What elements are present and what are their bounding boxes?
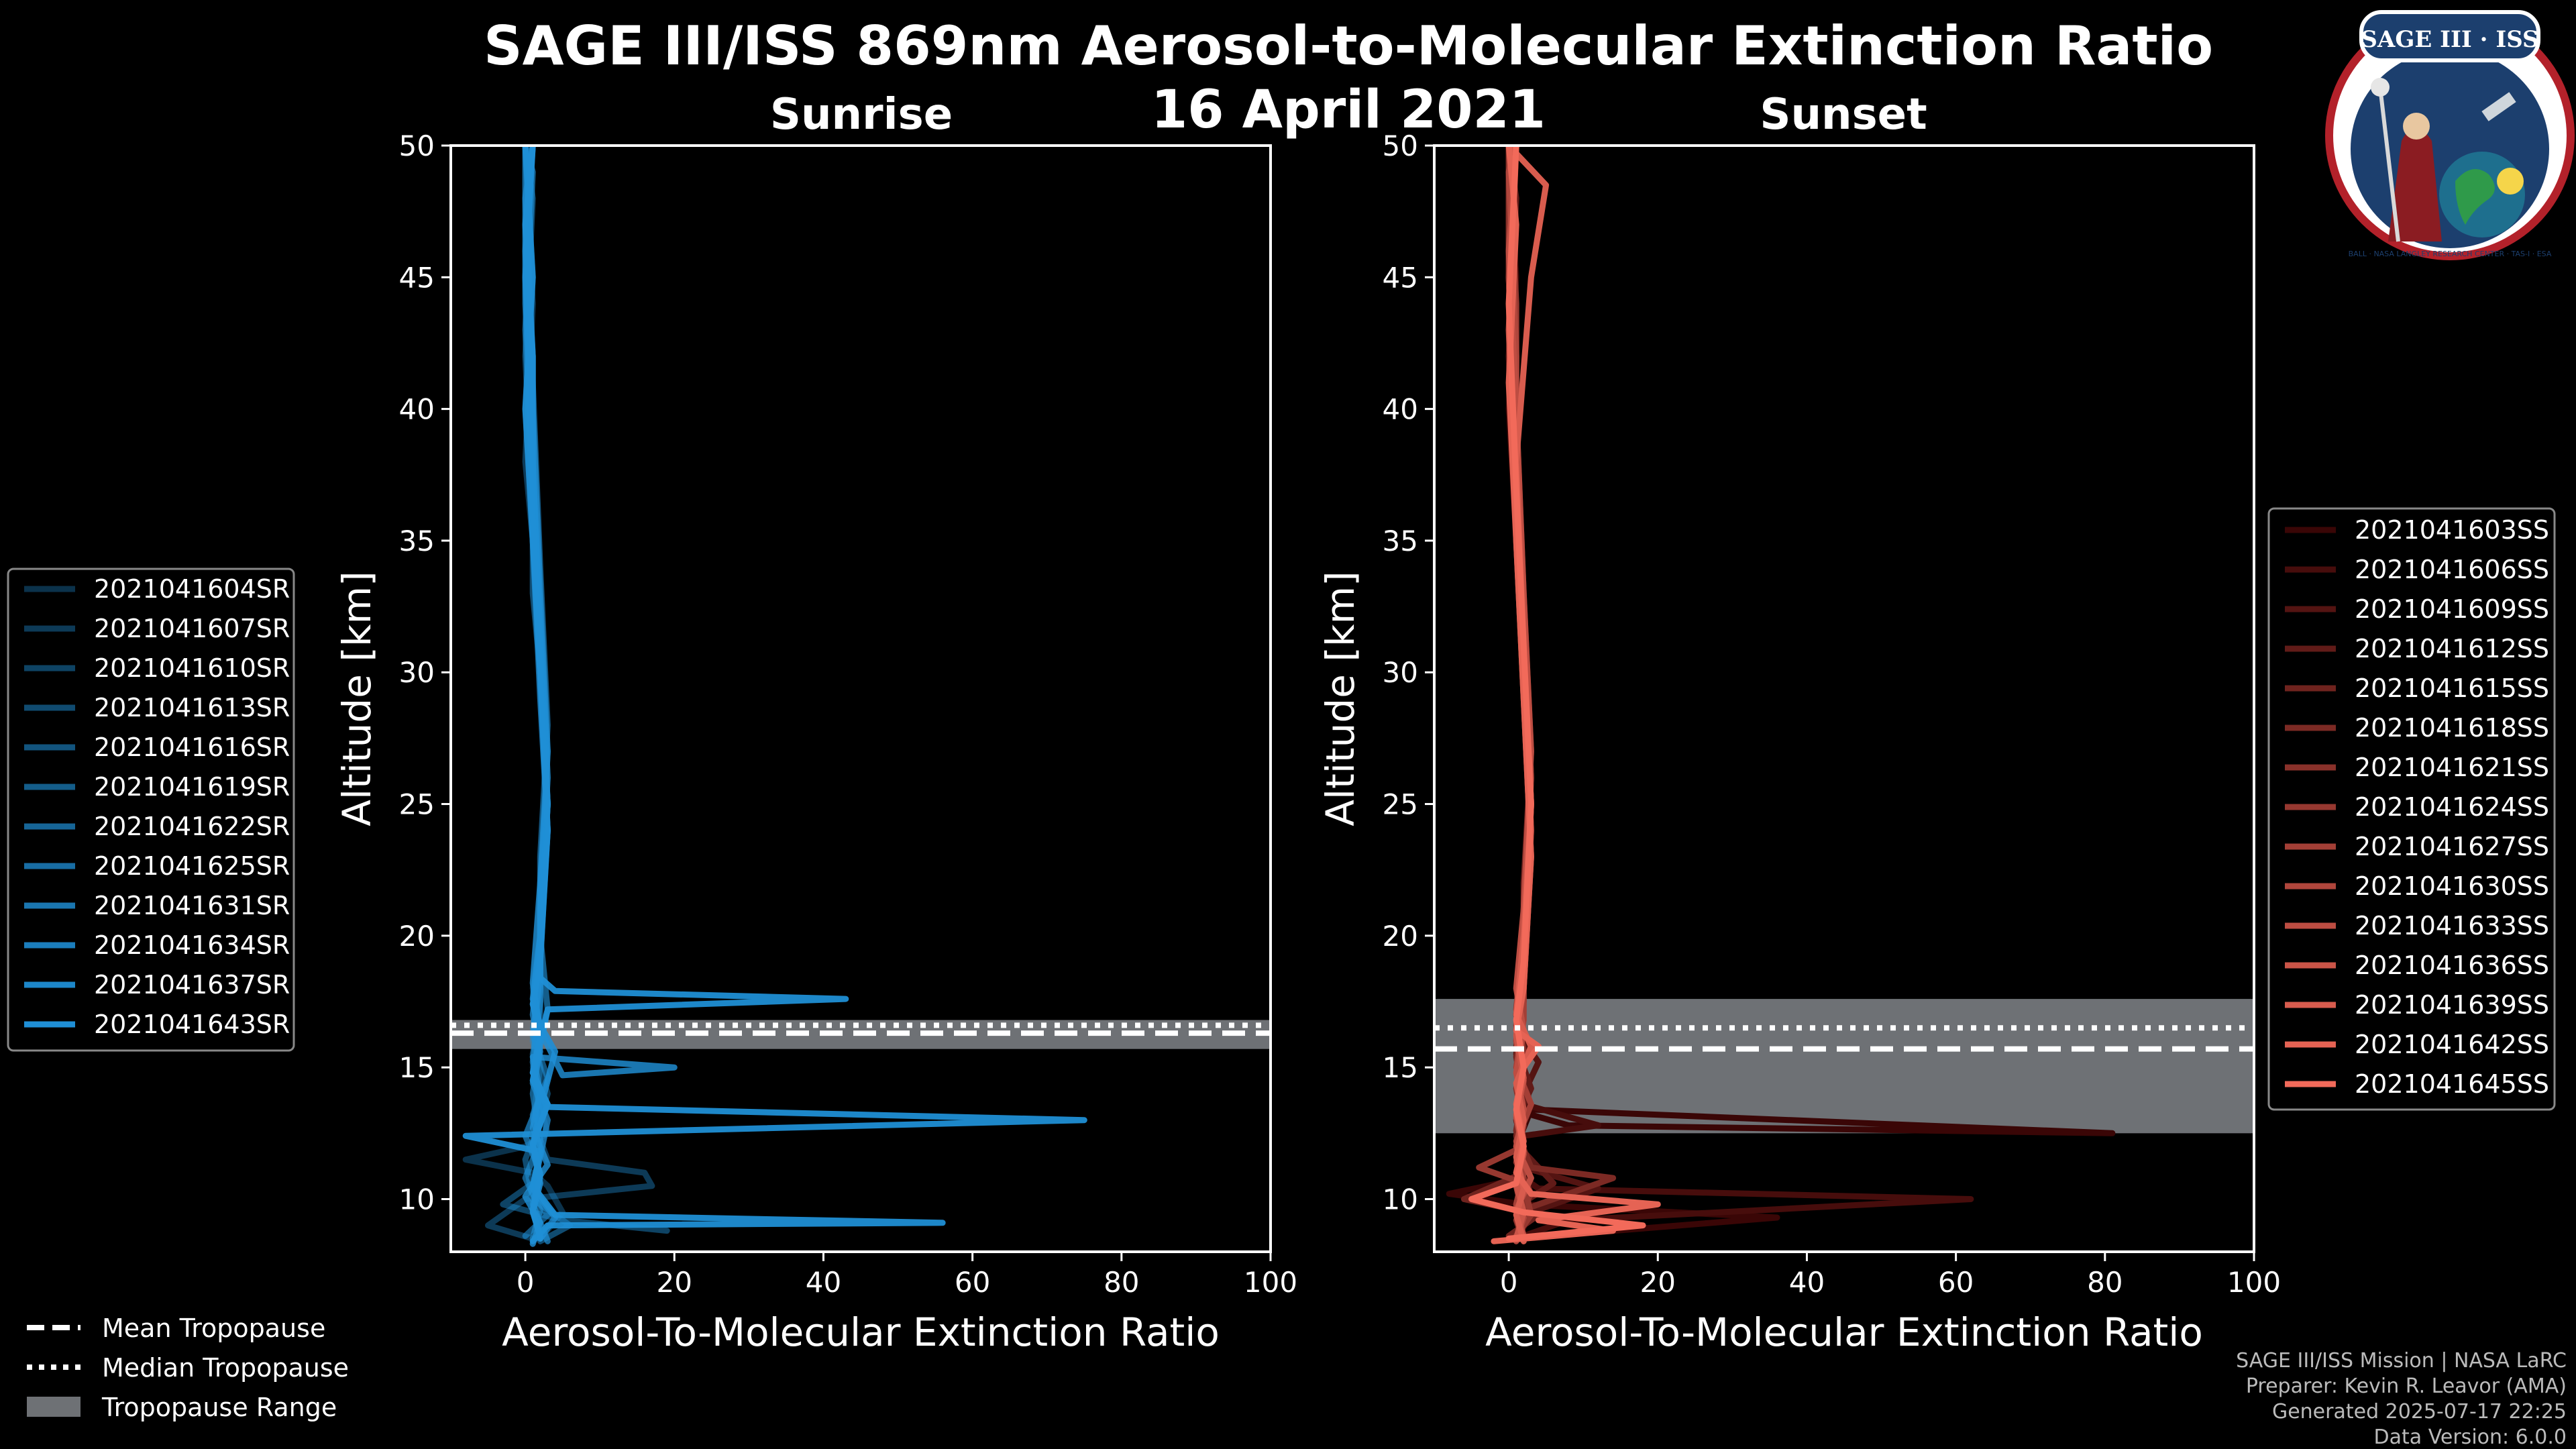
sunrise-xtick-label: 60: [955, 1266, 990, 1299]
sunrise-ytick-label: 30: [399, 656, 435, 689]
sunrise-x-axis-label: Aerosol-To-Molecular Extinction Ratio: [502, 1309, 1220, 1355]
sunset-legend-box: [2267, 507, 2556, 1111]
sunrise-ytick-label: 10: [399, 1183, 435, 1216]
sunset-xtick-label: 60: [1938, 1266, 1974, 1299]
mean-tropopause-label: Mean Tropopause: [102, 1313, 325, 1343]
legend-label-2021041612SS: 2021041612SS: [2355, 634, 2549, 663]
logo-staff-icon: [2378, 87, 2400, 242]
sunrise-xtick-label: 100: [1244, 1266, 1297, 1299]
tropopause-legend: Mean Tropopause Median Tropopause Tropop…: [27, 1313, 349, 1422]
sunset-xtick-label: 100: [2227, 1266, 2281, 1299]
sunset-ytick-label: 25: [1383, 788, 1418, 821]
sunrise-legend-box: [7, 568, 295, 1052]
sunset-xtick-label: 20: [1640, 1266, 1676, 1299]
legend-label-2021041631SR: 2021041631SR: [94, 891, 290, 920]
legend-label-2021041633SS: 2021041633SS: [2355, 911, 2549, 941]
footer-data-version: Data Version: 6.0.0: [2374, 1426, 2567, 1449]
sunset-ytick-label: 20: [1383, 920, 1418, 953]
legend-label-2021041604SR: 2021041604SR: [94, 574, 290, 604]
sunset-ytick-label: 30: [1383, 656, 1418, 689]
legend-label-2021041609SS: 2021041609SS: [2355, 594, 2549, 624]
legend-label-2021041645SS: 2021041645SS: [2355, 1069, 2549, 1099]
legend-label-2021041606SS: 2021041606SS: [2355, 555, 2549, 584]
figure-date: 16 April 2021: [1151, 80, 1546, 140]
sunset-plot-frame: [1433, 144, 2255, 1253]
sunrise-ytick-label: 25: [399, 788, 435, 821]
sage-mission-logo: SAGE III · ISS BALL · NASA LANGLEY RESEA…: [2325, 10, 2575, 260]
sunset-ytick-label: 50: [1383, 129, 1418, 162]
legend-label-2021041618SS: 2021041618SS: [2355, 713, 2549, 743]
median-tropopause-label: Median Tropopause: [102, 1353, 349, 1383]
sunrise-panel-title: Sunrise: [770, 90, 953, 140]
sunrise-ytick-label: 40: [399, 393, 435, 426]
sunset-panel-title: Sunset: [1760, 90, 1927, 140]
sunrise-plot-frame: [449, 144, 1272, 1253]
footer-preparer: Preparer: Kevin R. Leavor (AMA): [2246, 1375, 2567, 1398]
legend-label-2021041634SR: 2021041634SR: [94, 930, 290, 960]
logo-continent-icon: [2455, 169, 2495, 225]
sunrise-legend: 2021041604SR 2021041607SR 2021041610SR 2021…: [7, 568, 295, 1052]
legend-label-2021041624SS: 2021041624SS: [2355, 792, 2549, 822]
sunset-ytick-label: 15: [1383, 1051, 1418, 1084]
sunrise-ytick-label: 15: [399, 1051, 435, 1084]
legend-label-2021041619SR: 2021041619SR: [94, 772, 290, 802]
footer-mission: SAGE III/ISS Mission | NASA LaRC: [2236, 1349, 2567, 1373]
sunset-ytick-label: 40: [1383, 393, 1418, 426]
sunrise-ytick-label: 50: [399, 129, 435, 162]
sunset-xtick-label: 0: [1500, 1266, 1518, 1299]
sunset-ytick-label: 10: [1383, 1183, 1418, 1216]
logo-moon-icon: [2371, 78, 2390, 97]
legend-label-2021041622SR: 2021041622SR: [94, 812, 290, 841]
legend-label-2021041639SS: 2021041639SS: [2355, 990, 2549, 1020]
sunrise-y-axis-label: Altitude [km]: [334, 571, 380, 826]
series-line-2021041643SR: [522, 146, 551, 1242]
legend-label-2021041625SR: 2021041625SR: [94, 851, 290, 881]
sunset-y-axis-label: Altitude [km]: [1318, 571, 1363, 826]
legend-label-2021041621SS: 2021041621SS: [2355, 753, 2549, 782]
sunrise-xtick-label: 20: [657, 1266, 692, 1299]
sunrise-xtick-label: 40: [806, 1266, 841, 1299]
sunrise-ytick-label: 35: [399, 525, 435, 557]
sunset-ytick-label: 45: [1383, 261, 1418, 294]
legend-label-2021041642SS: 2021041642SS: [2355, 1030, 2549, 1059]
legend-label-2021041603SS: 2021041603SS: [2355, 515, 2549, 545]
legend-label-2021041643SR: 2021041643SR: [94, 1010, 290, 1039]
sunset-ytick-label: 35: [1383, 525, 1418, 557]
sunrise-plot: 0 20 40 60 80 100 10 15 20 25 30 35 40 45 50 Aerosol-To…: [334, 129, 1297, 1355]
legend-label-2021041636SS: 2021041636SS: [2355, 951, 2549, 980]
legend-label-2021041627SS: 2021041627SS: [2355, 832, 2549, 861]
logo-banner: [2359, 10, 2540, 62]
sunrise-ytick-label: 20: [399, 920, 435, 953]
legend-label-2021041610SR: 2021041610SR: [94, 653, 290, 683]
logo-station-icon: [2481, 92, 2516, 121]
series-line-2021041637SR: [462, 146, 1087, 1244]
sunset-xtick-label: 80: [2087, 1266, 2123, 1299]
logo-subtext: BALL · NASA LANGLEY RESEARCH CENTER · TA…: [2349, 250, 2552, 258]
legend-label-2021041613SR: 2021041613SR: [94, 693, 290, 722]
logo-text: SAGE III · ISS: [2361, 26, 2538, 53]
sunset-legend: 2021041603SS 2021041606SS 2021041609SS 2021…: [2267, 507, 2556, 1111]
legend-label-2021041607SR: 2021041607SR: [94, 614, 290, 643]
legend-label-2021041616SR: 2021041616SR: [94, 733, 290, 762]
series-line-2021041645SS: [1468, 146, 1646, 1242]
logo-astronomer-head-icon: [2403, 113, 2430, 140]
figure-title: SAGE III/ISS 869nm Aerosol-to-Molecular …: [484, 15, 2213, 77]
sunrise-xtick-label: 80: [1104, 1266, 1139, 1299]
footer-generated: Generated 2025-07-17 22:25: [2272, 1400, 2567, 1424]
sunset-plot: 0 20 40 60 80 100 10 15 20 25 30 35 40 45 50 Aerosol-To…: [1318, 129, 2281, 1355]
sunset-x-axis-label: Aerosol-To-Molecular Extinction Ratio: [1485, 1309, 2203, 1355]
sunrise-ytick-label: 45: [399, 261, 435, 294]
legend-label-2021041630SS: 2021041630SS: [2355, 871, 2549, 901]
logo-sun-icon: [2497, 168, 2524, 195]
legend-label-2021041637SR: 2021041637SR: [94, 970, 290, 1000]
logo-astronomer-icon: [2388, 127, 2442, 241]
sunrise-xtick-label: 0: [517, 1266, 535, 1299]
tropopause-range-swatch: [27, 1397, 80, 1417]
tropopause-range-label: Tropopause Range: [101, 1393, 337, 1422]
sunset-xtick-label: 40: [1789, 1266, 1825, 1299]
legend-label-2021041615SS: 2021041615SS: [2355, 674, 2549, 703]
